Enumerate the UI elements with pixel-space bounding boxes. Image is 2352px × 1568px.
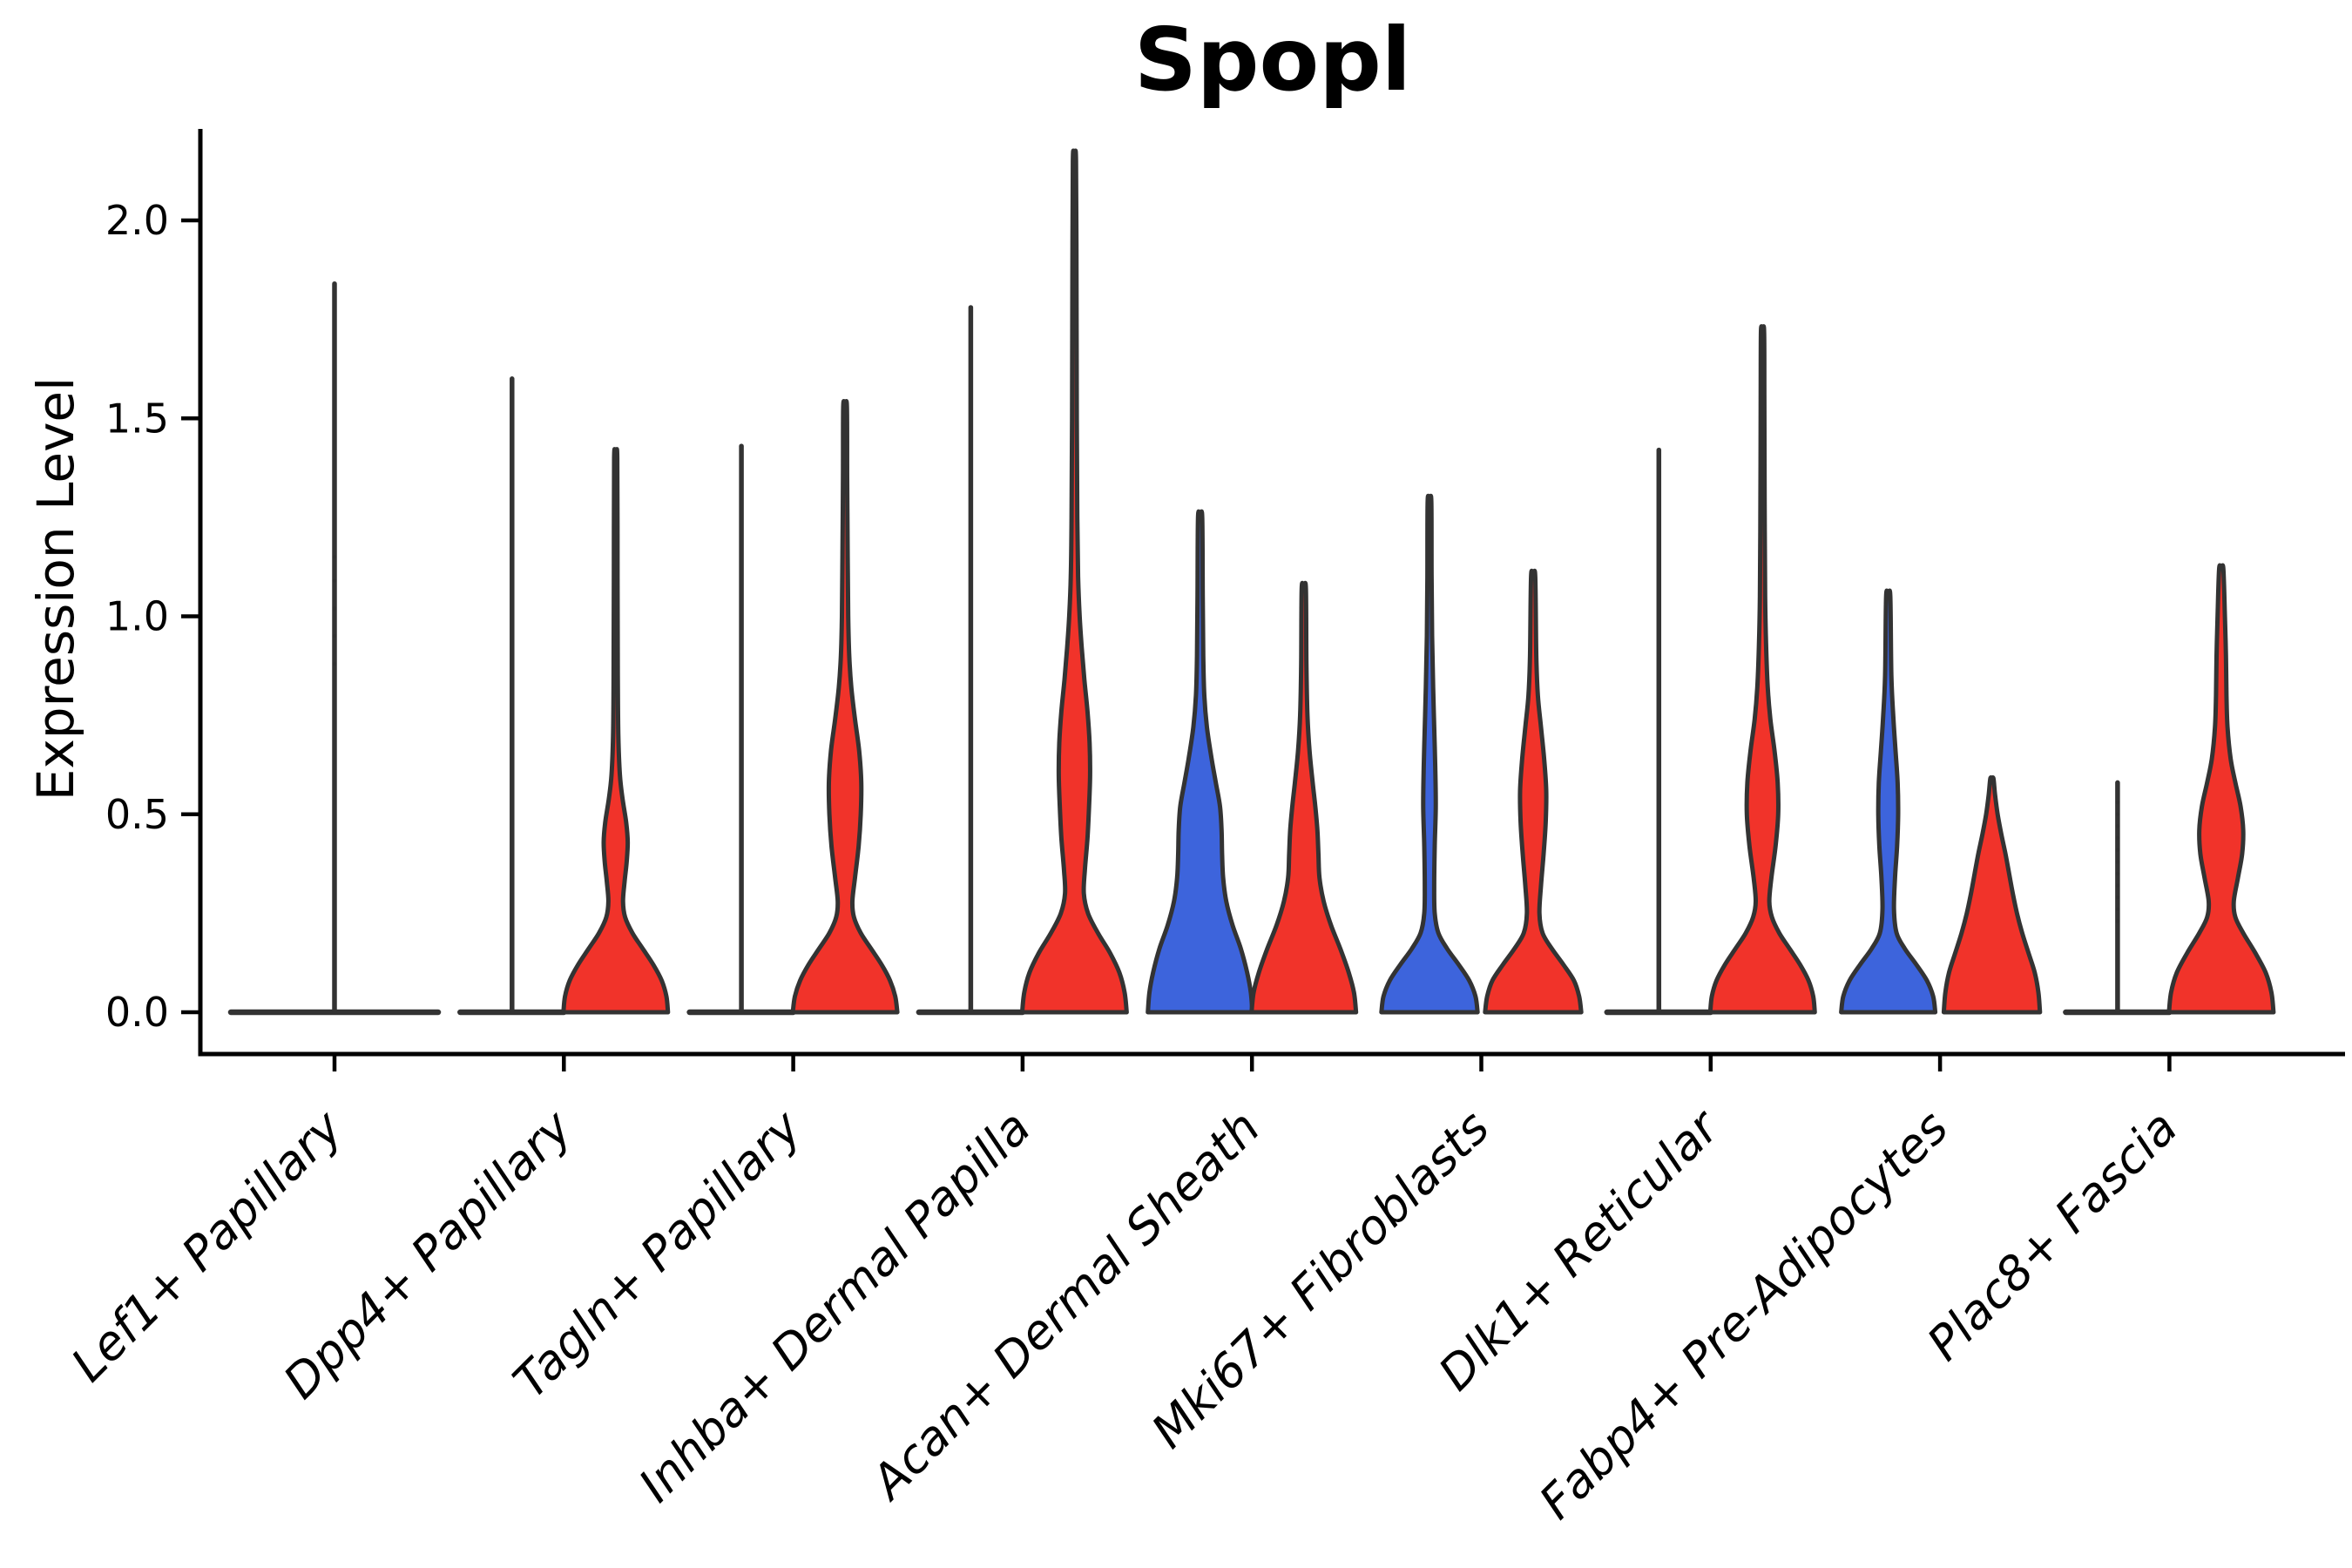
violin-bodies <box>561 148 2276 1015</box>
violin-dlk1-reticular-group-2 <box>1707 324 1817 1015</box>
x-tick-label-plac8-fascia: Plac8+ Fascia <box>1916 1100 2187 1371</box>
expression-point <box>332 606 337 611</box>
expression-point <box>2115 835 2120 841</box>
expression-point <box>2115 871 2120 876</box>
y-tick-label: 0.5 <box>105 791 169 838</box>
x-tick-label-fabp4-pre-adipocytes: Fabp4+ Pre-Adipocytes <box>1529 1100 1958 1530</box>
chart-title: Spopl <box>1133 9 1412 111</box>
y-axis-label: Expression Level <box>26 376 85 801</box>
violin-tagln-papillary-group-2 <box>790 399 900 1015</box>
axes <box>198 129 2345 1057</box>
violin-spikes <box>332 280 2120 1015</box>
expression-point <box>2115 812 2120 816</box>
violin-mki67-fibroblasts-group-1 <box>1379 493 1480 1015</box>
expression-point <box>332 555 337 559</box>
expression-point <box>332 578 337 583</box>
y-tick-label: 1.5 <box>105 395 169 442</box>
violin-plac8-fascia-group-2 <box>2166 563 2276 1015</box>
expression-point <box>2115 860 2120 864</box>
x-tick-label-inhba-dermal-papilla: Inhba+ Dermal Papilla <box>628 1100 1041 1513</box>
y-tick-label: 0.0 <box>105 989 169 1036</box>
violin-dpp4-papillary-group-2 <box>561 447 671 1015</box>
x-tick-label-acan-dermal-sheath: Acan+ Dermal Sheath <box>859 1100 1270 1511</box>
violin-acan-dermal-sheath-group-2 <box>1249 580 1359 1015</box>
y-tick-label: 2.0 <box>105 197 169 244</box>
violin-acan-dermal-sheath-group-1 <box>1146 509 1255 1015</box>
expression-point <box>332 661 337 666</box>
expression-point <box>2115 824 2120 828</box>
violin-mki67-fibroblasts-group-2 <box>1483 568 1584 1015</box>
violin-fabp4-pre-adipocytes-group-2 <box>1941 774 2043 1015</box>
expression-point <box>2115 883 2120 888</box>
violin-inhba-dermal-papilla-group-2 <box>1019 148 1129 1015</box>
expression-point <box>2115 919 2120 923</box>
expression-point <box>2115 848 2120 852</box>
expression-point <box>2115 907 2120 912</box>
y-tick-labels: 0.0 0.5 1.0 1.5 2.0 <box>105 197 199 1036</box>
violin-fabp4-pre-adipocytes-group-1 <box>1839 588 1938 1015</box>
expression-point <box>2115 895 2120 900</box>
y-tick-label: 1.0 <box>105 593 169 640</box>
expression-point <box>332 634 337 639</box>
expression-point <box>2115 800 2120 805</box>
